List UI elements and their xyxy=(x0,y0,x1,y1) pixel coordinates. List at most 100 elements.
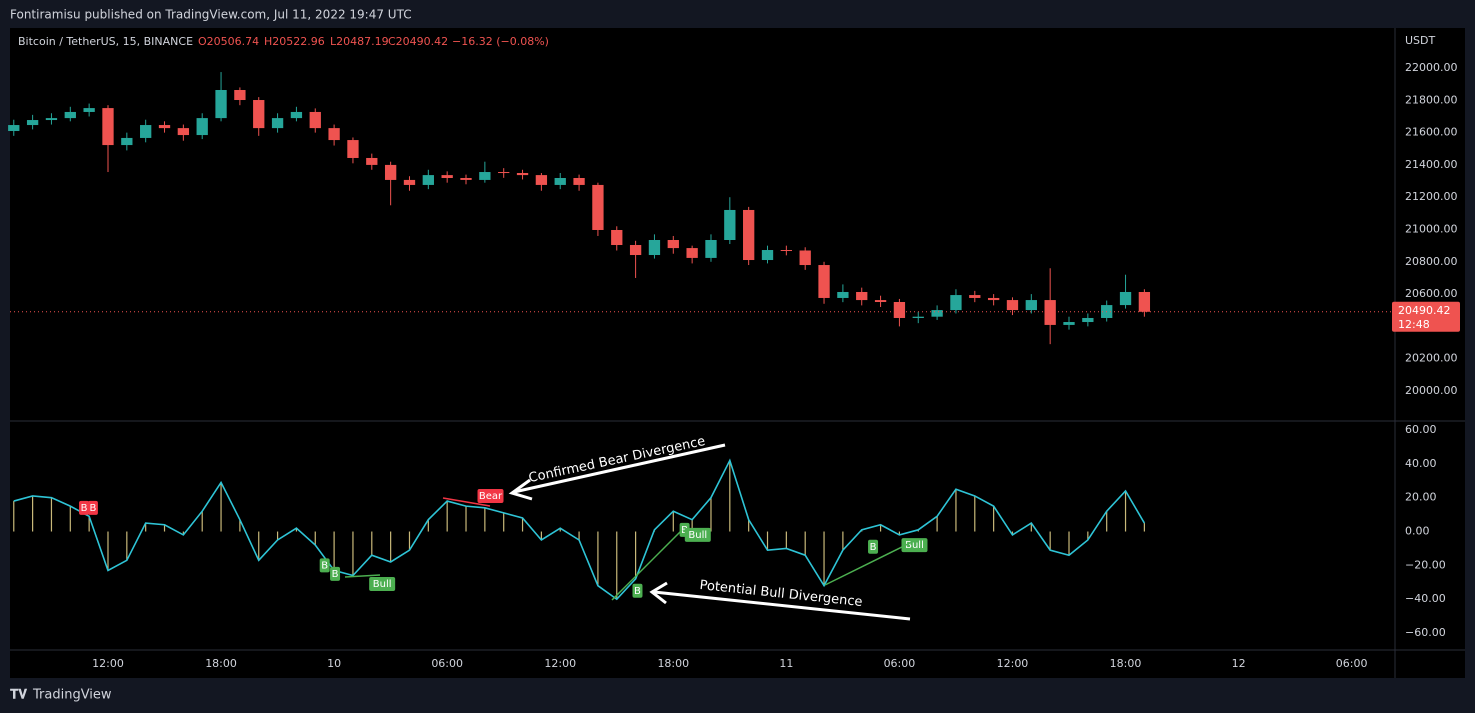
plots: 20000.0020200.0020400.0020600.0020800.00… xyxy=(8,61,1460,670)
signal-box xyxy=(868,539,879,554)
x-tick-label: 11 xyxy=(779,657,793,670)
candle-body xyxy=(8,125,20,132)
candle-body xyxy=(686,248,698,258)
candle-body xyxy=(498,172,510,174)
x-tick-label: 12 xyxy=(1232,657,1246,670)
signal-box xyxy=(369,576,396,591)
signal-box xyxy=(87,500,98,515)
arrow xyxy=(653,590,911,621)
signal-text: Bear xyxy=(479,491,503,502)
currency-label: USDT xyxy=(1405,34,1436,47)
candle-body xyxy=(648,240,661,256)
oscillator-line xyxy=(13,458,1146,601)
y-tick-label: −20.00 xyxy=(1405,558,1446,571)
candle-body xyxy=(837,291,849,298)
candle-body xyxy=(309,111,321,129)
y-tick-label: 20600.00 xyxy=(1405,287,1458,300)
y-tick-label: −40.00 xyxy=(1405,592,1446,605)
candle-body xyxy=(1138,291,1151,312)
candle-body xyxy=(818,265,830,298)
legend-change: −16.32 (−0.08%) xyxy=(452,35,549,48)
candle-body xyxy=(140,125,152,138)
candle-body xyxy=(384,164,397,180)
candle-body xyxy=(215,90,227,119)
candle-body xyxy=(724,209,736,241)
chart-area xyxy=(10,28,1465,678)
candle-body xyxy=(535,175,548,185)
candle-body xyxy=(253,100,265,129)
y-tick-label: 21800.00 xyxy=(1405,93,1458,106)
publish-info: Fontiramisu published on TradingView.com… xyxy=(10,8,412,22)
bull-divergence-line xyxy=(344,574,381,578)
candle-body xyxy=(422,175,434,185)
arrow xyxy=(513,443,726,494)
brand: TradingView xyxy=(32,688,112,703)
signal-text: B xyxy=(634,586,641,597)
candle-body xyxy=(441,175,453,178)
candle-body xyxy=(987,297,1000,301)
x-tick-label: 18:00 xyxy=(657,657,689,670)
last-price-box xyxy=(1392,301,1460,332)
signal-label: B xyxy=(330,566,341,581)
candle-body xyxy=(573,177,585,185)
candle-body xyxy=(592,184,604,230)
candle-body xyxy=(629,245,642,256)
signal-box xyxy=(684,527,711,542)
legend-low: L20487.19 xyxy=(330,35,389,48)
countdown-label: 12:48 xyxy=(1398,318,1430,331)
signal-text: B xyxy=(89,503,96,514)
candle-body xyxy=(1063,322,1075,325)
candle-body xyxy=(271,118,284,129)
candle-body xyxy=(1044,300,1056,325)
candle-body xyxy=(121,137,133,146)
y-tick-label: 40.00 xyxy=(1405,457,1437,470)
candle-body xyxy=(516,172,529,176)
symbol: Bitcoin / TetherUS, 15, BINANCE xyxy=(18,35,193,48)
signal-box xyxy=(901,538,928,553)
candle-body xyxy=(1025,300,1037,311)
signal-text: B xyxy=(870,542,877,553)
signal-label: Bull xyxy=(901,538,928,553)
signal-text: Bull xyxy=(688,530,707,541)
candle-body xyxy=(893,302,906,318)
x-tick-label: 06:00 xyxy=(1336,657,1368,670)
signal-label: B xyxy=(868,539,879,554)
candle-body xyxy=(799,250,811,266)
legend: Bitcoin / TetherUS, 15, BINANCE O20506.7… xyxy=(18,35,549,48)
signal-text: B xyxy=(81,503,88,514)
candle-body xyxy=(950,295,962,311)
signal-label: B xyxy=(79,500,90,515)
signal-text: B xyxy=(321,560,328,571)
x-tick-label: 06:00 xyxy=(884,657,916,670)
x-tick-label: 18:00 xyxy=(205,657,237,670)
signal-label: B xyxy=(319,558,330,573)
candle-body xyxy=(1006,300,1019,311)
candle-body xyxy=(234,90,246,101)
y-tick-label: 21200.00 xyxy=(1405,190,1458,203)
signal-text: Bull xyxy=(905,540,924,551)
candle-body xyxy=(912,316,924,318)
arrowhead xyxy=(508,478,533,501)
candle-body xyxy=(403,179,416,185)
candle-body xyxy=(102,108,114,146)
candle-body xyxy=(969,295,981,298)
y-tick-label: −60.00 xyxy=(1405,626,1446,639)
signal-box xyxy=(330,566,341,581)
bull-divergence-line xyxy=(611,529,683,601)
candle-body xyxy=(26,120,39,126)
candle-body xyxy=(611,229,623,246)
candle-body xyxy=(761,250,774,261)
x-tick-label: 12:00 xyxy=(544,657,576,670)
y-tick-label: 20000.00 xyxy=(1405,384,1458,397)
x-tick-label: 10 xyxy=(327,657,341,670)
bear-divergence-line xyxy=(442,497,491,507)
y-tick-label: 21600.00 xyxy=(1405,126,1458,139)
logo: 𝐓𝐕 xyxy=(10,688,27,703)
y-tick-label: 20200.00 xyxy=(1405,352,1458,365)
x-tick-label: 18:00 xyxy=(1110,657,1142,670)
candle-body xyxy=(931,310,943,317)
y-tick-label: 21400.00 xyxy=(1405,158,1458,171)
x-tick-label: 12:00 xyxy=(92,657,124,670)
arrowhead xyxy=(649,581,668,605)
signal-label: B xyxy=(87,500,98,515)
